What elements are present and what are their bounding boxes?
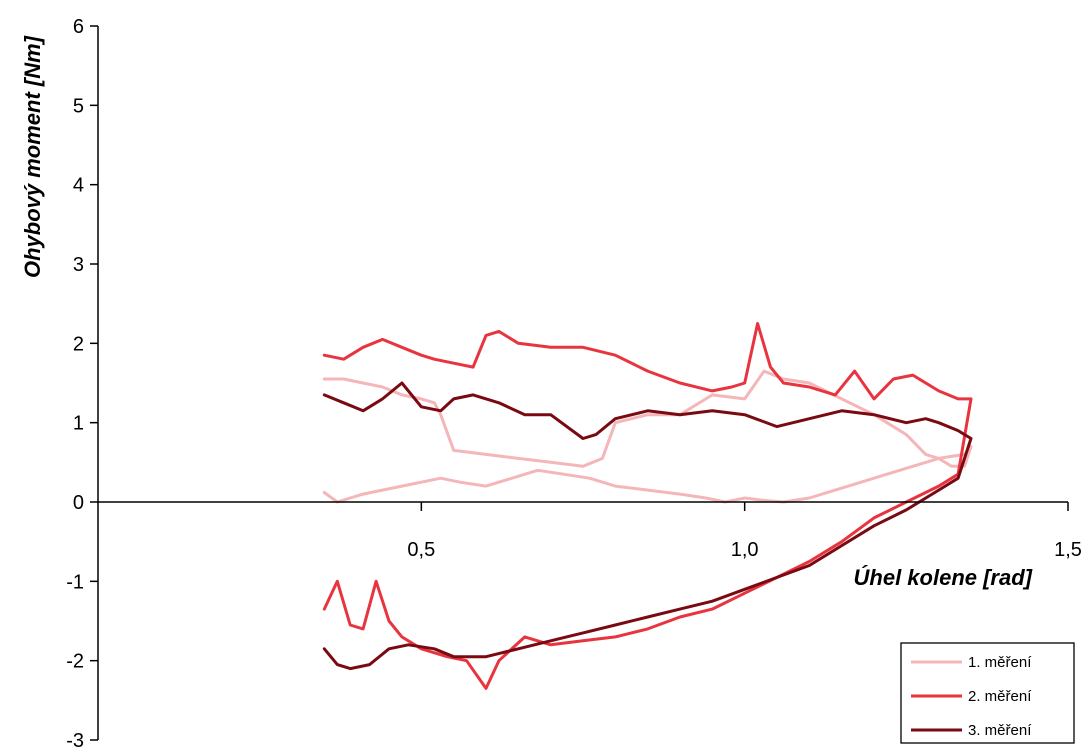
series-line-3: [322, 381, 973, 671]
series-line-2: [322, 322, 973, 690]
x-tick-label: 0,5: [407, 539, 435, 561]
series-line-1: [322, 369, 973, 504]
y-tick-label: 5: [73, 95, 84, 117]
y-tick-label: 3: [73, 254, 84, 276]
y-tick-label: 1: [73, 413, 84, 435]
legend-box: [900, 642, 1075, 744]
y-tick-label: 2: [73, 333, 84, 355]
y-tick-label: -1: [66, 571, 84, 593]
axes-layer: -3 -2 -1 0 1 2 3 4 5 6 0,5 1,0 1,5: [66, 16, 1082, 749]
y-axis-title: Ohybový moment [Nm]: [20, 35, 45, 278]
series-layer: [322, 322, 973, 690]
y-tick-label: -2: [66, 651, 84, 673]
legend-label-3: 3. měření: [968, 722, 1032, 739]
legend-label-1: 1. měření: [968, 654, 1032, 671]
x-tick-label: 1,5: [1054, 539, 1082, 561]
y-tick-label: -3: [66, 730, 84, 749]
legend: 1. měření 2. měření 3. měření: [900, 642, 1075, 744]
y-tick-label: 0: [73, 492, 84, 514]
y-tick-label: 6: [73, 16, 84, 38]
legend-label-2: 2. měření: [968, 688, 1032, 705]
y-tick-label: 4: [73, 175, 84, 197]
x-tick-label: 1,0: [731, 539, 759, 561]
x-axis-title: Úhel kolene [rad]: [854, 565, 1033, 590]
